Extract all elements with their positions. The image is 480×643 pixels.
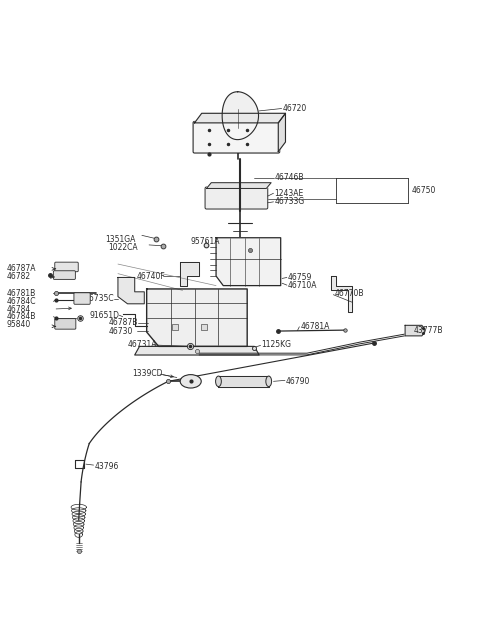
Ellipse shape: [266, 376, 272, 386]
Polygon shape: [216, 238, 281, 285]
Text: 43796: 43796: [95, 462, 119, 471]
Polygon shape: [331, 276, 352, 312]
Text: 1351GA: 1351GA: [105, 235, 135, 244]
Text: 46746B: 46746B: [275, 174, 304, 183]
FancyBboxPatch shape: [193, 122, 280, 153]
Text: 46733G: 46733G: [275, 197, 305, 206]
Text: 91651D: 91651D: [89, 311, 119, 320]
Text: 46784C: 46784C: [7, 297, 36, 306]
Polygon shape: [194, 113, 286, 123]
Text: 46781B: 46781B: [7, 289, 36, 298]
Text: 46750: 46750: [411, 186, 436, 195]
Text: 46730: 46730: [108, 327, 133, 336]
Polygon shape: [180, 262, 199, 285]
Polygon shape: [135, 347, 259, 355]
Text: 46720: 46720: [283, 104, 307, 113]
Text: 1022CA: 1022CA: [108, 243, 138, 252]
Ellipse shape: [216, 376, 221, 386]
Text: 46781A: 46781A: [300, 322, 330, 331]
FancyBboxPatch shape: [53, 271, 75, 279]
Polygon shape: [147, 289, 247, 347]
FancyBboxPatch shape: [55, 262, 78, 272]
Polygon shape: [218, 376, 269, 386]
Text: 1243AE: 1243AE: [275, 189, 304, 198]
Text: 46735C: 46735C: [84, 294, 114, 303]
Text: 46710A: 46710A: [288, 280, 317, 289]
Text: 46784: 46784: [7, 305, 31, 314]
Text: 1339CD: 1339CD: [132, 368, 163, 377]
FancyBboxPatch shape: [74, 293, 90, 304]
Text: 46790: 46790: [286, 377, 311, 386]
Polygon shape: [222, 92, 259, 140]
Text: 46740F: 46740F: [136, 271, 165, 280]
Text: 46770B: 46770B: [335, 289, 364, 298]
Polygon shape: [278, 113, 286, 152]
Text: 46787B: 46787B: [108, 318, 138, 327]
Text: 1125KG: 1125KG: [262, 340, 291, 349]
FancyBboxPatch shape: [55, 319, 76, 329]
Text: 95840: 95840: [7, 320, 31, 329]
Text: 46782: 46782: [7, 273, 31, 282]
Polygon shape: [206, 183, 271, 188]
Text: 46784B: 46784B: [7, 312, 36, 322]
Ellipse shape: [180, 375, 201, 388]
Polygon shape: [118, 278, 144, 303]
Text: 46731A: 46731A: [128, 340, 157, 349]
Polygon shape: [405, 325, 424, 336]
Text: 46759: 46759: [288, 273, 312, 282]
Text: 95761A: 95761A: [191, 237, 220, 246]
Text: 43777B: 43777B: [413, 325, 443, 334]
Text: 46787A: 46787A: [7, 264, 36, 273]
FancyBboxPatch shape: [205, 187, 268, 209]
